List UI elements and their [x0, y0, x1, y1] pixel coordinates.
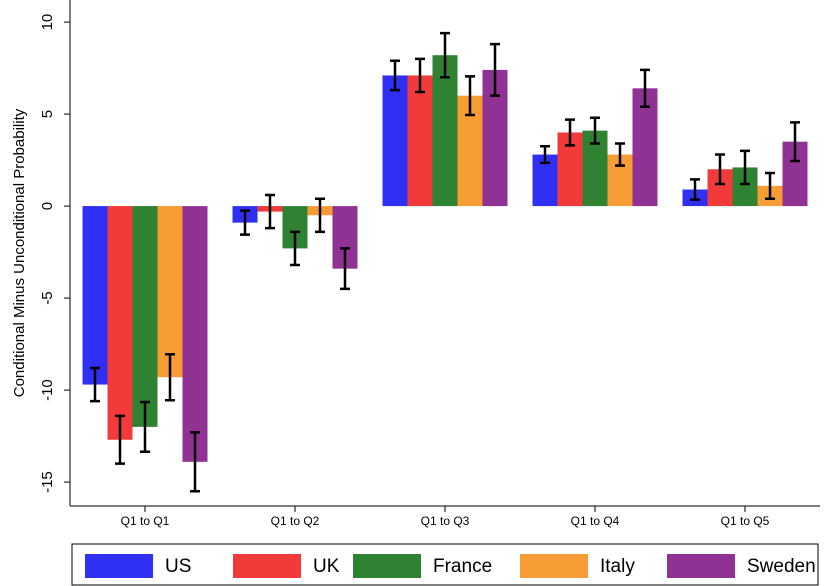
error-bar	[690, 178, 700, 201]
x-tick-label: Q1 to Q3	[421, 514, 470, 528]
error-bar	[440, 31, 450, 79]
error-bar	[90, 366, 100, 403]
error-bar	[640, 68, 650, 108]
error-bar	[715, 153, 725, 186]
error-bar	[315, 197, 325, 234]
legend-swatch	[233, 554, 301, 578]
bar	[382, 75, 408, 207]
error-bar	[190, 431, 200, 493]
error-bar	[790, 121, 800, 163]
error-bar	[415, 57, 425, 94]
error-bar	[340, 247, 350, 291]
error-bar	[590, 116, 600, 145]
legend-label: Sweden	[747, 556, 816, 577]
legend-swatch	[85, 554, 153, 578]
bar	[182, 206, 208, 462]
bar	[107, 206, 133, 440]
y-axis-label: Conditional Minus Unconditional Probabil…	[11, 108, 28, 397]
legend-swatch	[520, 554, 588, 578]
legend-swatch	[667, 554, 735, 578]
legend-label: Italy	[600, 556, 635, 577]
error-bar	[465, 75, 475, 117]
bar	[432, 55, 458, 207]
error-bar	[165, 352, 175, 402]
error-bar	[490, 42, 500, 97]
bar	[157, 206, 183, 378]
error-bar	[115, 414, 125, 465]
y-tick-label: -15	[39, 471, 56, 493]
y-tick-label: 10	[39, 14, 56, 31]
bar	[407, 75, 433, 207]
error-bar	[740, 149, 750, 186]
error-bar	[540, 145, 550, 165]
y-tick-label: 5	[39, 110, 56, 118]
legend-swatch	[353, 554, 421, 578]
error-bar	[140, 400, 150, 453]
error-bar	[390, 59, 400, 92]
error-bar	[265, 193, 275, 230]
y-tick-label: 0	[39, 202, 56, 210]
x-tick-label: Q1 to Q5	[721, 514, 770, 528]
bar	[132, 206, 158, 427]
error-bar	[240, 209, 250, 236]
error-bar	[765, 171, 775, 200]
error-bar	[565, 118, 575, 147]
x-tick-label: Q1 to Q4	[571, 514, 620, 528]
legend-label: France	[433, 556, 492, 577]
error-bar	[290, 230, 300, 267]
legend-label: US	[165, 556, 191, 577]
error-bar	[615, 142, 625, 167]
bar	[82, 206, 108, 385]
y-tick-label: -10	[39, 379, 56, 401]
x-tick-label: Q1 to Q1	[121, 514, 170, 528]
legend-label: UK	[313, 556, 340, 577]
x-tick-label: Q1 to Q2	[271, 514, 320, 528]
y-tick-label: -5	[39, 291, 56, 304]
